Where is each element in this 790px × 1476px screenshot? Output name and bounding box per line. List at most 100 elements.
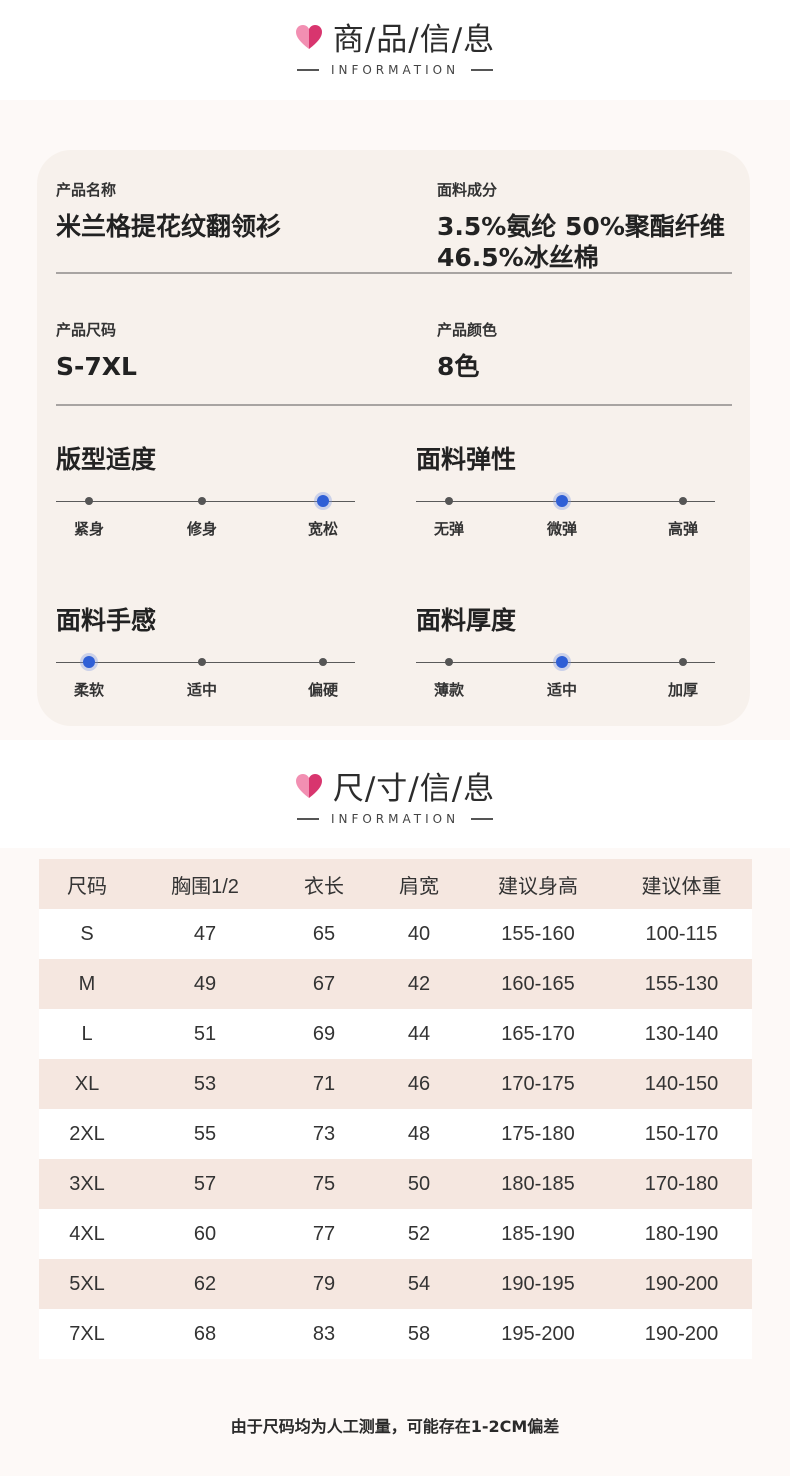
- table-cell: 79: [312, 1272, 336, 1295]
- measurement-footnote: 由于尺码均为人工测量，可能存在1-2CM偏差: [230, 1417, 560, 1436]
- table-cell: 55: [193, 1122, 217, 1145]
- table-cell: 100-115: [645, 922, 718, 945]
- table-row: 3XL 57 75 50 180-185 170-180: [39, 1159, 752, 1209]
- divider: [56, 272, 732, 274]
- table-cell: S: [80, 922, 94, 945]
- table-cell: 3XL: [69, 1172, 105, 1195]
- divider: [56, 404, 732, 406]
- col-header-height: 建议身高: [498, 875, 578, 898]
- table-cell: 49: [193, 972, 217, 995]
- size-table-header-row: 尺码 胸围1/2 衣长 肩宽 建议身高 建议体重: [39, 859, 752, 909]
- fit-selected-dot: [317, 495, 329, 507]
- table-row: 7XL 68 83 58 195-200 190-200: [39, 1309, 752, 1359]
- feel-selected-dot: [83, 656, 95, 668]
- size-info-header: 尺/寸/信/息 INFORMATION: [0, 763, 790, 826]
- table-cell: 75: [312, 1172, 336, 1195]
- divider-right: [471, 69, 494, 71]
- table-cell: 7XL: [69, 1322, 105, 1345]
- table-cell: 195-200: [501, 1322, 575, 1345]
- fit-option-label: 紧身: [73, 520, 104, 538]
- size-info-title: 尺/寸/信/息: [332, 771, 496, 807]
- table-cell: 180-185: [501, 1172, 575, 1195]
- feel-scale-dot: [319, 658, 327, 666]
- table-cell: 48: [407, 1122, 431, 1145]
- table-cell: 52: [407, 1222, 431, 1245]
- table-cell: M: [78, 972, 96, 995]
- fabric-value-line1: 3.5%氨纶 50%聚酯纤维: [437, 212, 725, 241]
- table-cell: L: [81, 1022, 93, 1045]
- fit-option-label: 修身: [186, 520, 217, 538]
- color-value: 8色: [437, 352, 480, 381]
- table-cell: 53: [193, 1072, 217, 1095]
- table-cell: 69: [312, 1022, 336, 1045]
- fit-scale-title: 版型适度: [56, 445, 157, 474]
- table-cell: 155-160: [501, 922, 575, 945]
- color-label: 产品颜色: [437, 321, 498, 339]
- table-cell: 62: [193, 1272, 217, 1295]
- thickness-option-label: 薄款: [433, 681, 464, 699]
- size-table-band: [0, 848, 790, 1476]
- table-cell: 185-190: [501, 1222, 575, 1245]
- thickness-scale-title: 面料厚度: [416, 606, 517, 635]
- product-info-card: 产品名称 米兰格提花纹翻领衫 面料成分 3.5%氨纶 50%聚酯纤维 46.5%…: [37, 150, 750, 726]
- table-cell: 170-180: [644, 1172, 719, 1195]
- size-table-body: S 47 65 40 155-160 100-115 M 49 67 42 160-165 155-1…: [39, 909, 752, 1359]
- table-cell: 68: [193, 1322, 217, 1345]
- table-cell: 60: [193, 1222, 217, 1245]
- table-cell: 57: [193, 1172, 217, 1195]
- table-cell: 5XL: [69, 1272, 105, 1295]
- table-row: 2XL 55 73 48 175-180 150-170: [39, 1109, 752, 1159]
- table-cell: 46: [407, 1072, 431, 1095]
- table-cell: 160-165: [501, 972, 575, 995]
- table-cell: 155-130: [644, 972, 719, 995]
- product-info-header: 商/品/信/息 INFORMATION: [0, 14, 790, 77]
- size-label: 产品尺码: [56, 321, 117, 339]
- col-header-weight: 建议体重: [641, 875, 722, 898]
- table-cell: 47: [193, 922, 217, 945]
- table-row: M 49 67 42 160-165 155-130: [39, 959, 752, 1009]
- table-cell: 2XL: [69, 1122, 105, 1145]
- product-name-value: 米兰格提花纹翻领衫: [56, 212, 282, 241]
- col-header-size: 尺码: [67, 875, 107, 898]
- table-cell: 165-170: [501, 1022, 575, 1045]
- table-cell: 170-175: [501, 1072, 575, 1095]
- col-header-shoulder: 肩宽: [399, 875, 439, 898]
- table-cell: 51: [193, 1022, 217, 1045]
- table-row: S 47 65 40 155-160 100-115: [39, 909, 752, 959]
- size-value: S-7XL: [56, 352, 137, 381]
- table-cell: 77: [312, 1222, 336, 1245]
- thickness-option-label: 适中: [546, 681, 577, 699]
- table-cell: 67: [312, 972, 336, 995]
- table-cell: 58: [407, 1322, 431, 1345]
- feel-scale-dot: [198, 658, 206, 666]
- table-cell: 190-200: [644, 1272, 719, 1295]
- elasticity-scale-dot: [445, 497, 453, 505]
- table-cell: 150-170: [644, 1122, 719, 1145]
- table-cell: 40: [407, 922, 431, 945]
- table-cell: 140-150: [644, 1072, 719, 1095]
- table-cell: 71: [312, 1072, 336, 1095]
- elasticity-option-label: 微弹: [546, 520, 577, 538]
- table-cell: 73: [312, 1122, 336, 1145]
- col-header-length: 衣长: [304, 875, 344, 898]
- thickness-scale-dot: [445, 658, 453, 666]
- elasticity-scale-title: 面料弹性: [416, 445, 517, 474]
- elasticity-selected-dot: [556, 495, 568, 507]
- feel-scale-title: 面料手感: [56, 606, 157, 635]
- size-table: 尺码 胸围1/2 衣长 肩宽 建议身高 建议体重 S 47 65 40 155-160 1…: [39, 859, 752, 1359]
- fit-scale-dot: [198, 497, 206, 505]
- table-cell: XL: [74, 1072, 100, 1095]
- product-info-title: 商/品/信/息: [332, 22, 496, 58]
- col-header-chest: 胸围1/2: [171, 875, 239, 898]
- divider-right: [471, 818, 494, 820]
- size-info-subtitle: INFORMATION: [330, 812, 460, 826]
- fit-option-label: 宽松: [307, 520, 338, 538]
- table-cell: 190-200: [644, 1322, 719, 1345]
- fit-scale-dot: [85, 497, 93, 505]
- table-cell: 44: [407, 1022, 431, 1045]
- thickness-option-label: 加厚: [667, 681, 698, 699]
- elasticity-option-label: 高弹: [667, 520, 698, 538]
- fabric-value-line2: 46.5%冰丝棉: [437, 243, 599, 272]
- table-cell: 42: [407, 972, 431, 995]
